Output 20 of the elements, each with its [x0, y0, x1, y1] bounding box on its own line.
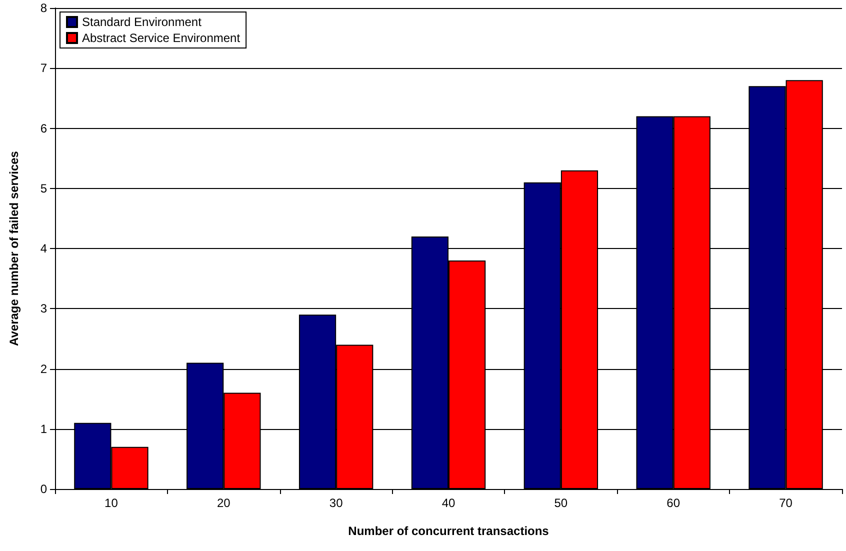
y-tick-label: 8 [40, 1, 48, 15]
x-axis-title: Number of concurrent transactions [348, 524, 550, 538]
y-axis-title: Average number of failed services [7, 150, 21, 346]
y-tick-label: 0 [40, 482, 48, 496]
y-tick-label: 3 [40, 302, 48, 316]
y-tick-label: 6 [40, 121, 48, 136]
x-tick-label: 60 [666, 496, 680, 510]
x-tick-label: 70 [779, 496, 793, 510]
x-tick-label: 50 [554, 496, 568, 510]
x-tick-label: 10 [104, 496, 118, 510]
y-tick-label: 1 [40, 422, 48, 436]
x-tick-label: 40 [442, 496, 456, 510]
y-tick-label: 5 [40, 181, 48, 196]
x-tick-label: 20 [216, 496, 231, 510]
legend-label: Abstract Service Environment [82, 31, 241, 45]
x-tick-label: 30 [329, 496, 344, 510]
y-tick-label: 7 [40, 61, 48, 76]
y-tick-label: 4 [40, 242, 48, 256]
legend-label: Standard Environment [82, 15, 202, 29]
y-tick-label: 2 [40, 362, 48, 376]
